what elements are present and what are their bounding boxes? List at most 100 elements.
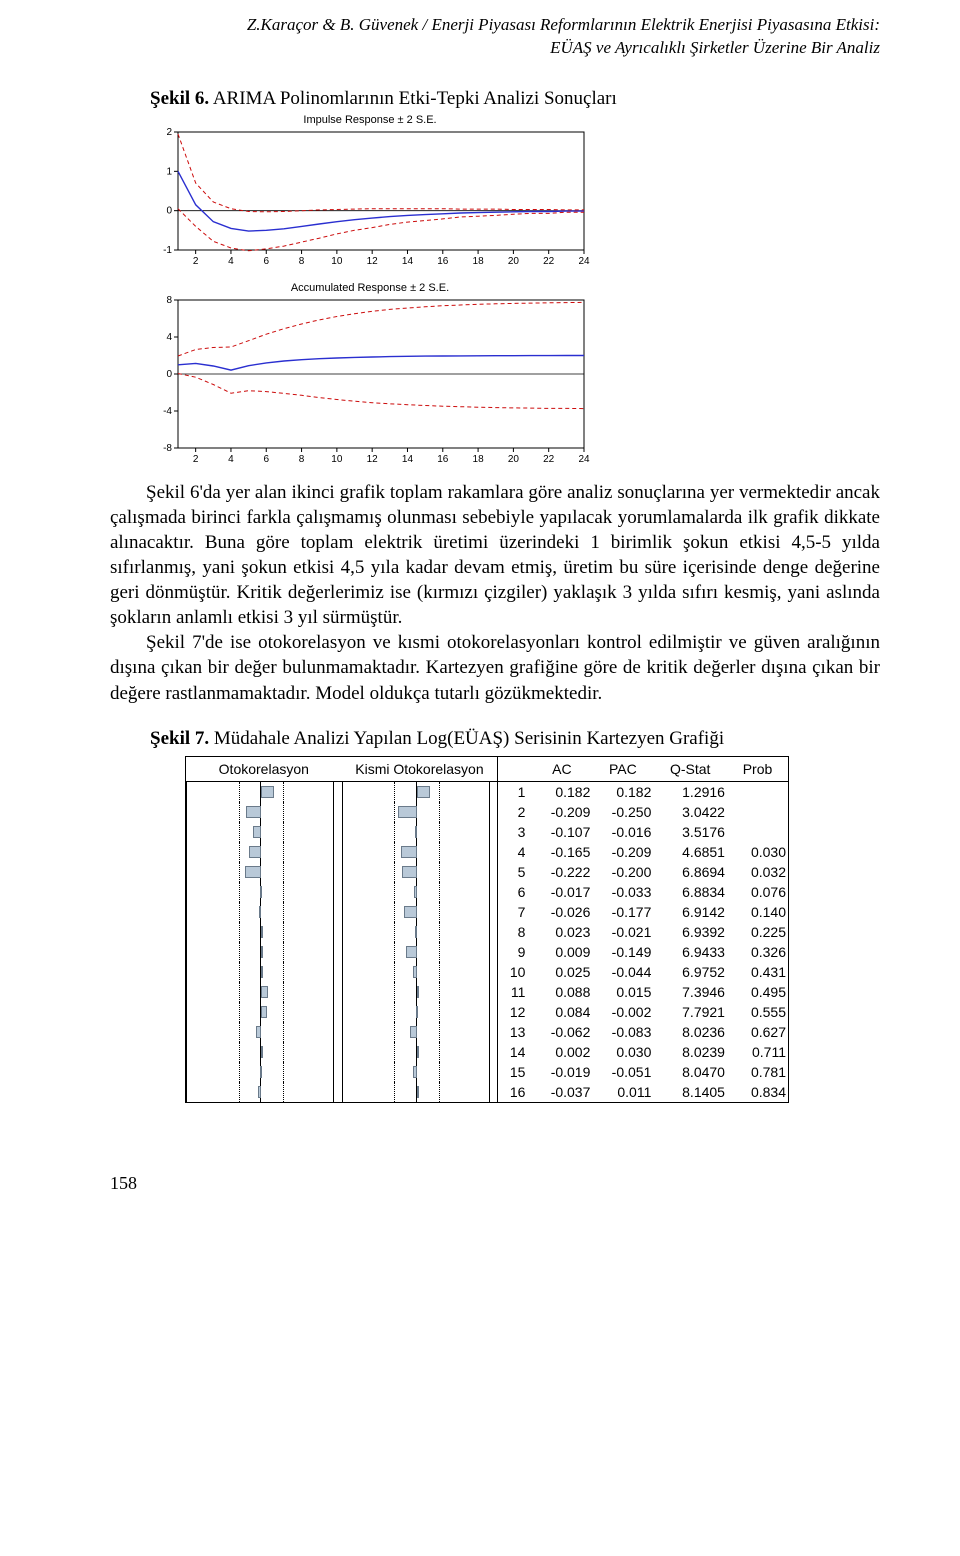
corr-bar-cell xyxy=(342,1082,498,1102)
corr-bar-cell xyxy=(186,822,342,842)
corr-bar-cell xyxy=(186,882,342,902)
svg-text:12: 12 xyxy=(367,256,379,267)
prob-cell: 0.076 xyxy=(727,882,788,902)
figure7-caption-rest: Müdahale Analizi Yapılan Log(EÜAŞ) Seris… xyxy=(209,728,724,749)
pac-cell: -0.250 xyxy=(592,802,653,822)
corr-bar-cell xyxy=(342,902,498,922)
ac-cell: 0.023 xyxy=(531,922,592,942)
corr-bar-cell xyxy=(342,1022,498,1042)
accumulated-chart-svg: -8-404824681012141618202224 xyxy=(150,296,590,466)
table-row: 10 0.025-0.0446.97520.431 xyxy=(186,962,788,982)
th-pac-bar: Kismi Otokorelasyon xyxy=(342,757,498,782)
corr-bar-cell xyxy=(342,802,498,822)
pac-cell: 0.182 xyxy=(592,781,653,802)
correlogram-table: Otokorelasyon Kismi Otokorelasyon AC PAC… xyxy=(186,757,788,1102)
svg-text:22: 22 xyxy=(543,256,555,267)
svg-text:24: 24 xyxy=(578,454,590,465)
prob-cell: 0.032 xyxy=(727,862,788,882)
lag-cell: 2 xyxy=(498,802,532,822)
pac-cell: -0.051 xyxy=(592,1062,653,1082)
svg-text:10: 10 xyxy=(331,454,343,465)
th-pac: PAC xyxy=(592,757,653,782)
prob-cell: 0.140 xyxy=(727,902,788,922)
prob-cell xyxy=(727,802,788,822)
lag-cell: 12 xyxy=(498,1002,532,1022)
corr-bar-cell xyxy=(186,781,342,802)
q-cell: 6.8834 xyxy=(653,882,727,902)
q-cell: 7.7921 xyxy=(653,1002,727,1022)
th-ac: AC xyxy=(531,757,592,782)
corr-bar-cell xyxy=(342,842,498,862)
lag-cell: 1 xyxy=(498,781,532,802)
svg-text:14: 14 xyxy=(402,454,414,465)
ac-cell: 0.009 xyxy=(531,942,592,962)
pac-cell: -0.177 xyxy=(592,902,653,922)
page-number: 158 xyxy=(110,1173,880,1194)
table-row: 2-0.209-0.2503.0422 xyxy=(186,802,788,822)
prob-cell: 0.711 xyxy=(727,1042,788,1062)
svg-text:18: 18 xyxy=(473,454,485,465)
corr-bar-cell xyxy=(342,982,498,1002)
q-cell: 3.5176 xyxy=(653,822,727,842)
impulse-chart-svg: -101224681012141618202224 xyxy=(150,128,590,268)
pac-cell: -0.209 xyxy=(592,842,653,862)
table-row: 14 0.002 0.0308.02390.711 xyxy=(186,1042,788,1062)
pac-cell: -0.033 xyxy=(592,882,653,902)
svg-text:8: 8 xyxy=(166,296,172,306)
q-cell: 1.2916 xyxy=(653,781,727,802)
ac-cell: -0.019 xyxy=(531,1062,592,1082)
lag-cell: 9 xyxy=(498,942,532,962)
table-row: 16-0.037 0.0118.14050.834 xyxy=(186,1082,788,1102)
header-line1: Z.Karaçor & B. Güvenek / Enerji Piyasası… xyxy=(247,15,880,34)
pac-cell: -0.083 xyxy=(592,1022,653,1042)
corr-bar-cell xyxy=(342,822,498,842)
lag-cell: 5 xyxy=(498,862,532,882)
table-row: 12 0.084-0.0027.79210.555 xyxy=(186,1002,788,1022)
corr-bar-cell xyxy=(186,842,342,862)
svg-text:2: 2 xyxy=(166,128,172,138)
table-row: 1 0.182 0.1821.2916 xyxy=(186,781,788,802)
corr-bar-cell xyxy=(186,862,342,882)
body-p1: Şekil 6'da yer alan ikinci grafik toplam… xyxy=(110,480,880,630)
svg-text:1: 1 xyxy=(166,166,172,177)
table-row: 8 0.023-0.0216.93920.225 xyxy=(186,922,788,942)
prob-cell: 0.834 xyxy=(727,1082,788,1102)
page: Z.Karaçor & B. Güvenek / Enerji Piyasası… xyxy=(0,14,960,1234)
ac-cell: 0.084 xyxy=(531,1002,592,1022)
figure6-caption-bold: Şekil 6. xyxy=(150,88,209,109)
q-cell: 6.9752 xyxy=(653,962,727,982)
corr-bar-cell xyxy=(186,922,342,942)
svg-text:22: 22 xyxy=(543,454,555,465)
ac-cell: 0.002 xyxy=(531,1042,592,1062)
corr-bar-cell xyxy=(186,982,342,1002)
svg-text:20: 20 xyxy=(508,454,520,465)
q-cell: 7.3946 xyxy=(653,982,727,1002)
table-row: 4-0.165-0.2094.68510.030 xyxy=(186,842,788,862)
ac-cell: -0.062 xyxy=(531,1022,592,1042)
q-cell: 6.9392 xyxy=(653,922,727,942)
pac-cell: -0.002 xyxy=(592,1002,653,1022)
corr-bar-cell xyxy=(342,781,498,802)
lag-cell: 4 xyxy=(498,842,532,862)
corr-bar-cell xyxy=(186,802,342,822)
running-header: Z.Karaçor & B. Güvenek / Enerji Piyasası… xyxy=(110,14,880,60)
pac-cell: -0.149 xyxy=(592,942,653,962)
svg-text:0: 0 xyxy=(166,206,172,217)
lag-cell: 15 xyxy=(498,1062,532,1082)
svg-text:-8: -8 xyxy=(163,443,172,454)
svg-text:6: 6 xyxy=(263,454,269,465)
pac-cell: 0.015 xyxy=(592,982,653,1002)
corr-bar-cell xyxy=(186,962,342,982)
table-row: 9 0.009-0.1496.94330.326 xyxy=(186,942,788,962)
pac-cell: -0.044 xyxy=(592,962,653,982)
svg-text:4: 4 xyxy=(228,454,234,465)
prob-cell: 0.431 xyxy=(727,962,788,982)
svg-text:18: 18 xyxy=(473,256,485,267)
svg-text:16: 16 xyxy=(437,256,449,267)
svg-text:2: 2 xyxy=(193,256,199,267)
lag-cell: 16 xyxy=(498,1082,532,1102)
ac-cell: -0.037 xyxy=(531,1082,592,1102)
table-row: 7-0.026-0.1776.91420.140 xyxy=(186,902,788,922)
pac-cell: 0.030 xyxy=(592,1042,653,1062)
figure6-block: Şekil 6. ARIMA Polinomlarının Etki-Tepki… xyxy=(110,88,880,466)
